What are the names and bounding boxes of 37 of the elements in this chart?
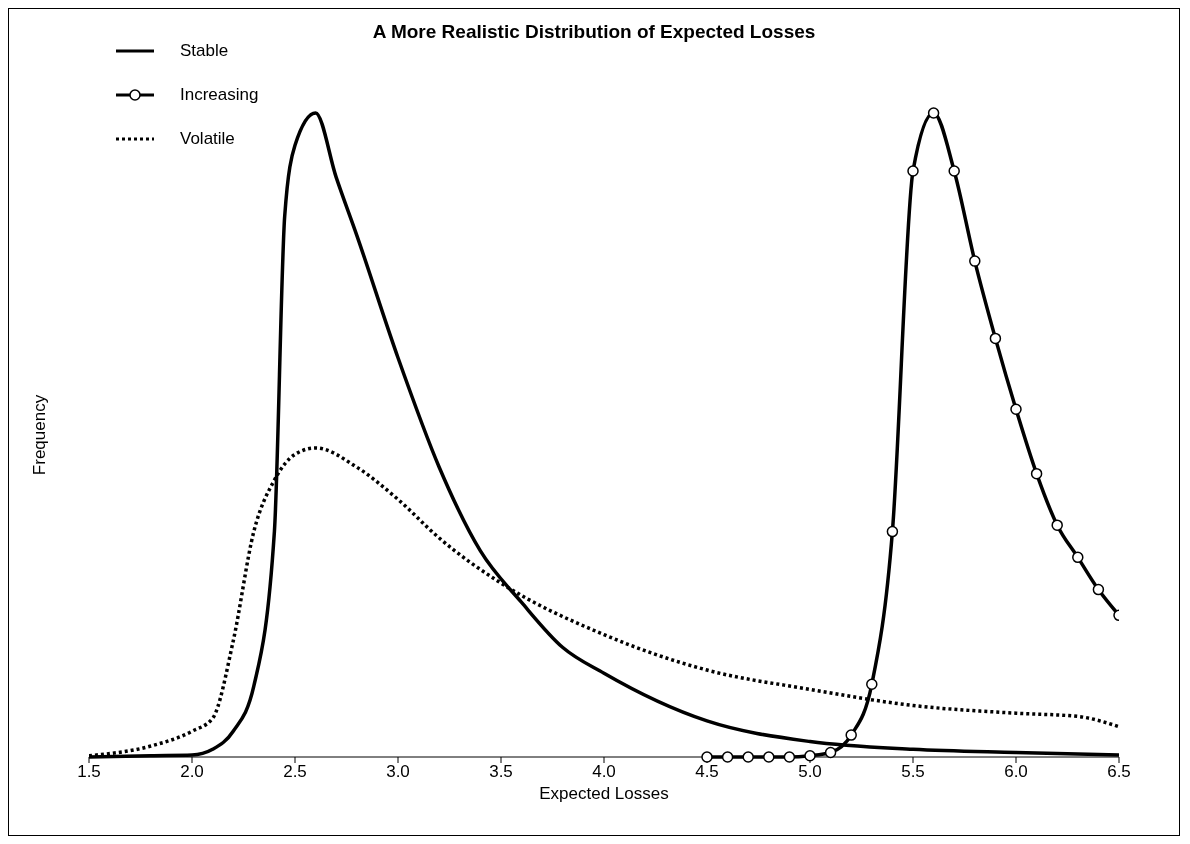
point bbox=[742, 751, 754, 763]
x-tick-label: 1.5 bbox=[77, 762, 101, 782]
x-tick-label: 2.0 bbox=[180, 762, 204, 782]
point bbox=[824, 746, 837, 759]
x-tick-label: 5.0 bbox=[798, 762, 822, 782]
point bbox=[1092, 583, 1105, 596]
legend-label: Volatile bbox=[180, 129, 235, 149]
point bbox=[1051, 519, 1063, 531]
point bbox=[989, 332, 1002, 345]
x-tick-label: 6.5 bbox=[1107, 762, 1131, 782]
point bbox=[907, 165, 919, 177]
point bbox=[845, 729, 857, 741]
point bbox=[1072, 551, 1084, 564]
y-axis-title: Frequency bbox=[30, 394, 50, 476]
point bbox=[721, 751, 734, 763]
x-tick-label: 3.5 bbox=[489, 762, 513, 782]
x-tick-label: 4.5 bbox=[695, 762, 719, 782]
point bbox=[866, 678, 878, 690]
legend-label: Stable bbox=[180, 41, 229, 61]
point bbox=[1010, 403, 1022, 415]
point bbox=[927, 107, 940, 119]
x-tick-label: 4.0 bbox=[592, 762, 616, 782]
x-tick-label: 3.0 bbox=[386, 762, 410, 782]
point bbox=[763, 751, 775, 763]
point bbox=[1030, 467, 1043, 480]
point bbox=[804, 749, 816, 762]
x-axis-title: Expected Losses bbox=[539, 784, 669, 803]
point bbox=[969, 255, 981, 267]
point bbox=[886, 525, 899, 538]
point bbox=[783, 751, 796, 763]
point bbox=[948, 165, 960, 177]
x-tick-label: 2.5 bbox=[283, 762, 307, 782]
x-tick-label: 6.0 bbox=[1004, 762, 1028, 782]
point bbox=[701, 751, 713, 763]
chart-title: A More Realistic Distribution of Expected Losses bbox=[372, 21, 816, 42]
x-tick-label: 5.5 bbox=[901, 762, 925, 782]
legend-label: Increasing bbox=[180, 85, 259, 105]
